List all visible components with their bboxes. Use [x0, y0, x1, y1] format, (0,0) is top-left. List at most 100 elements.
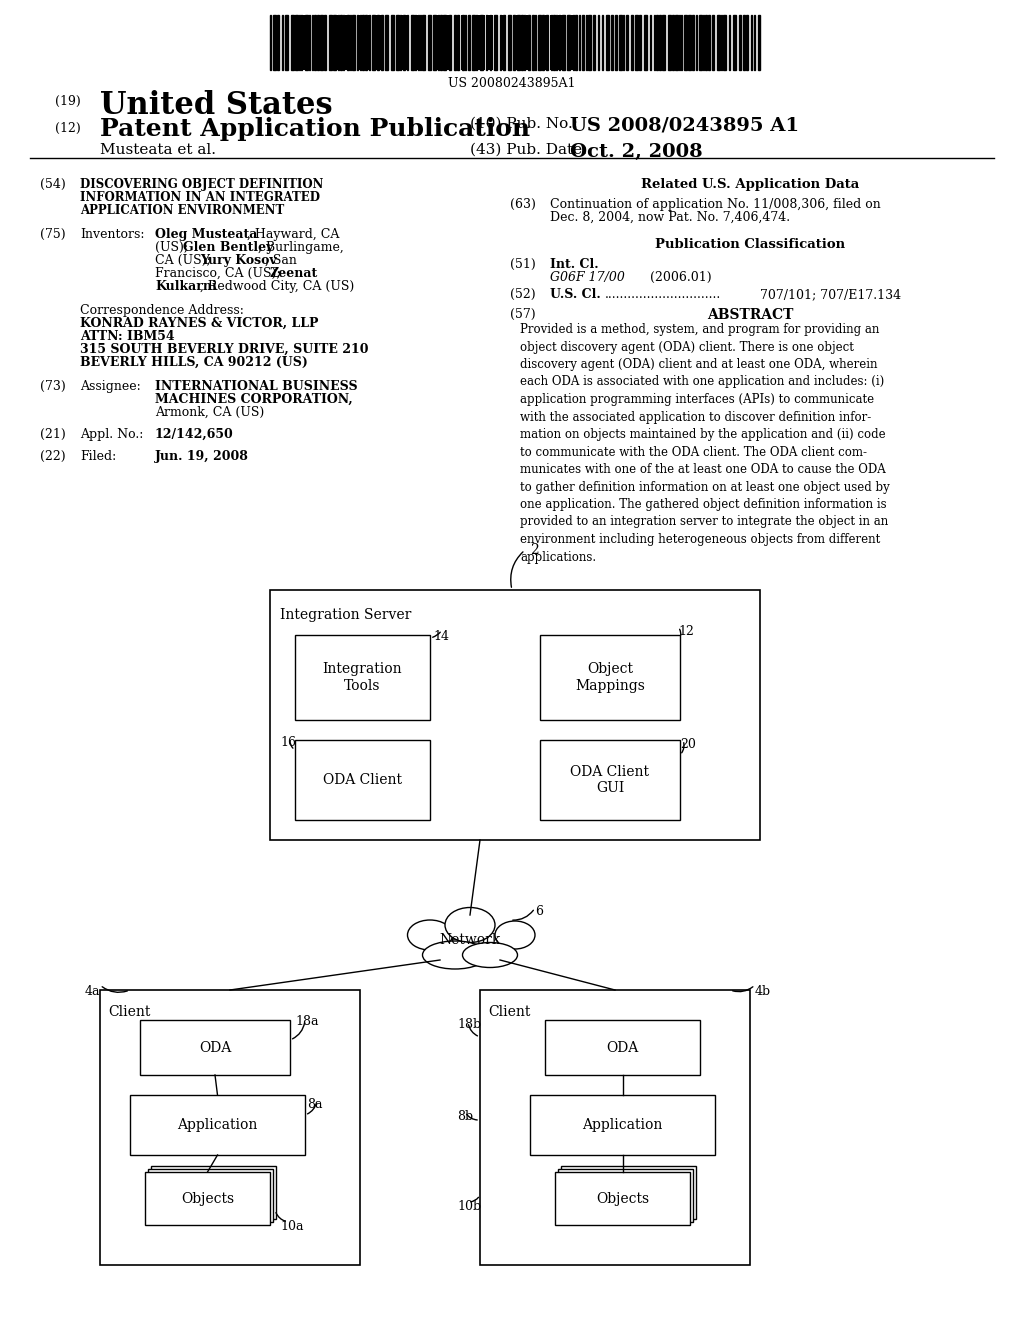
- Bar: [480, 15, 483, 70]
- Text: , Burlingame,: , Burlingame,: [258, 242, 344, 253]
- Bar: [319, 15, 323, 70]
- Bar: [662, 15, 665, 70]
- Bar: [396, 15, 399, 70]
- FancyBboxPatch shape: [441, 15, 443, 70]
- FancyBboxPatch shape: [411, 15, 413, 70]
- Text: (21): (21): [40, 428, 66, 441]
- Bar: [508, 15, 511, 70]
- Text: (57): (57): [510, 308, 536, 321]
- Bar: [656, 15, 658, 70]
- Text: Integration
Tools: Integration Tools: [323, 663, 402, 693]
- Text: 6: 6: [535, 906, 543, 917]
- FancyBboxPatch shape: [376, 15, 378, 70]
- FancyBboxPatch shape: [293, 15, 295, 70]
- Bar: [644, 15, 647, 70]
- Text: , San: , San: [265, 253, 297, 267]
- Ellipse shape: [463, 942, 517, 968]
- Bar: [631, 15, 633, 70]
- Bar: [708, 15, 710, 70]
- Bar: [521, 15, 523, 70]
- Text: 18b: 18b: [457, 1018, 481, 1031]
- Bar: [317, 15, 319, 70]
- FancyBboxPatch shape: [348, 15, 350, 70]
- Bar: [411, 15, 414, 70]
- Text: Appl. No.:: Appl. No.:: [80, 428, 143, 441]
- Bar: [391, 15, 394, 70]
- Bar: [295, 635, 430, 719]
- Text: Int. Cl.: Int. Cl.: [550, 257, 599, 271]
- Bar: [513, 15, 515, 70]
- FancyBboxPatch shape: [318, 15, 319, 70]
- Text: Glen Bentley: Glen Bentley: [183, 242, 273, 253]
- FancyBboxPatch shape: [378, 15, 380, 70]
- Bar: [324, 15, 326, 70]
- Bar: [295, 15, 298, 70]
- FancyBboxPatch shape: [575, 15, 578, 70]
- Bar: [705, 15, 707, 70]
- Text: (43) Pub. Date:: (43) Pub. Date:: [470, 143, 588, 157]
- Bar: [611, 15, 613, 70]
- Text: (22): (22): [40, 450, 66, 463]
- Text: 10a: 10a: [280, 1220, 303, 1233]
- FancyBboxPatch shape: [393, 15, 395, 70]
- Bar: [333, 15, 336, 70]
- Text: 18a: 18a: [295, 1015, 318, 1028]
- Text: Network: Network: [439, 933, 501, 946]
- FancyBboxPatch shape: [361, 15, 362, 70]
- Text: Continuation of application No. 11/008,306, filed on: Continuation of application No. 11/008,3…: [550, 198, 881, 211]
- Bar: [530, 1096, 715, 1155]
- FancyBboxPatch shape: [558, 15, 560, 70]
- Text: Objects: Objects: [181, 1192, 234, 1205]
- FancyBboxPatch shape: [303, 15, 305, 70]
- Text: ABSTRACT: ABSTRACT: [707, 308, 794, 322]
- Bar: [428, 15, 431, 70]
- Text: ATTN: IBM54: ATTN: IBM54: [80, 330, 175, 343]
- Text: 20: 20: [680, 738, 696, 751]
- Bar: [503, 15, 505, 70]
- Bar: [273, 15, 276, 70]
- FancyBboxPatch shape: [323, 15, 325, 70]
- FancyBboxPatch shape: [331, 15, 333, 70]
- Bar: [545, 1020, 700, 1074]
- Bar: [606, 15, 609, 70]
- Text: Oct. 2, 2008: Oct. 2, 2008: [570, 143, 702, 161]
- Text: Filed:: Filed:: [80, 450, 117, 463]
- Bar: [443, 15, 446, 70]
- Bar: [362, 15, 364, 70]
- Bar: [440, 15, 442, 70]
- Bar: [472, 15, 475, 70]
- FancyBboxPatch shape: [488, 15, 490, 70]
- Text: G06F 17/00: G06F 17/00: [550, 271, 625, 284]
- Text: Jun. 19, 2008: Jun. 19, 2008: [155, 450, 249, 463]
- Bar: [285, 15, 288, 70]
- Text: KONRAD RAYNES & VICTOR, LLP: KONRAD RAYNES & VICTOR, LLP: [80, 317, 318, 330]
- Text: U.S. Cl.: U.S. Cl.: [550, 288, 601, 301]
- Bar: [555, 1172, 690, 1225]
- Bar: [668, 15, 671, 70]
- FancyBboxPatch shape: [346, 15, 348, 70]
- FancyBboxPatch shape: [291, 15, 293, 70]
- Text: BEVERLY HILLS, CA 90212 (US): BEVERLY HILLS, CA 90212 (US): [80, 356, 308, 370]
- Ellipse shape: [495, 921, 535, 949]
- FancyBboxPatch shape: [501, 15, 503, 70]
- Text: INFORMATION IN AN INTEGRATED: INFORMATION IN AN INTEGRATED: [80, 191, 319, 205]
- Bar: [699, 15, 702, 70]
- FancyBboxPatch shape: [490, 15, 493, 70]
- FancyBboxPatch shape: [301, 15, 303, 70]
- FancyBboxPatch shape: [401, 15, 403, 70]
- FancyBboxPatch shape: [521, 15, 523, 70]
- Bar: [151, 1166, 276, 1218]
- FancyBboxPatch shape: [483, 15, 485, 70]
- FancyBboxPatch shape: [468, 15, 470, 70]
- Bar: [588, 15, 591, 70]
- Bar: [449, 15, 451, 70]
- Bar: [540, 635, 680, 719]
- Bar: [659, 15, 662, 70]
- Text: Correspondence Address:: Correspondence Address:: [80, 304, 244, 317]
- Bar: [733, 15, 736, 70]
- FancyBboxPatch shape: [423, 15, 425, 70]
- FancyBboxPatch shape: [526, 15, 528, 70]
- Bar: [582, 15, 584, 70]
- FancyBboxPatch shape: [583, 15, 585, 70]
- FancyBboxPatch shape: [518, 15, 520, 70]
